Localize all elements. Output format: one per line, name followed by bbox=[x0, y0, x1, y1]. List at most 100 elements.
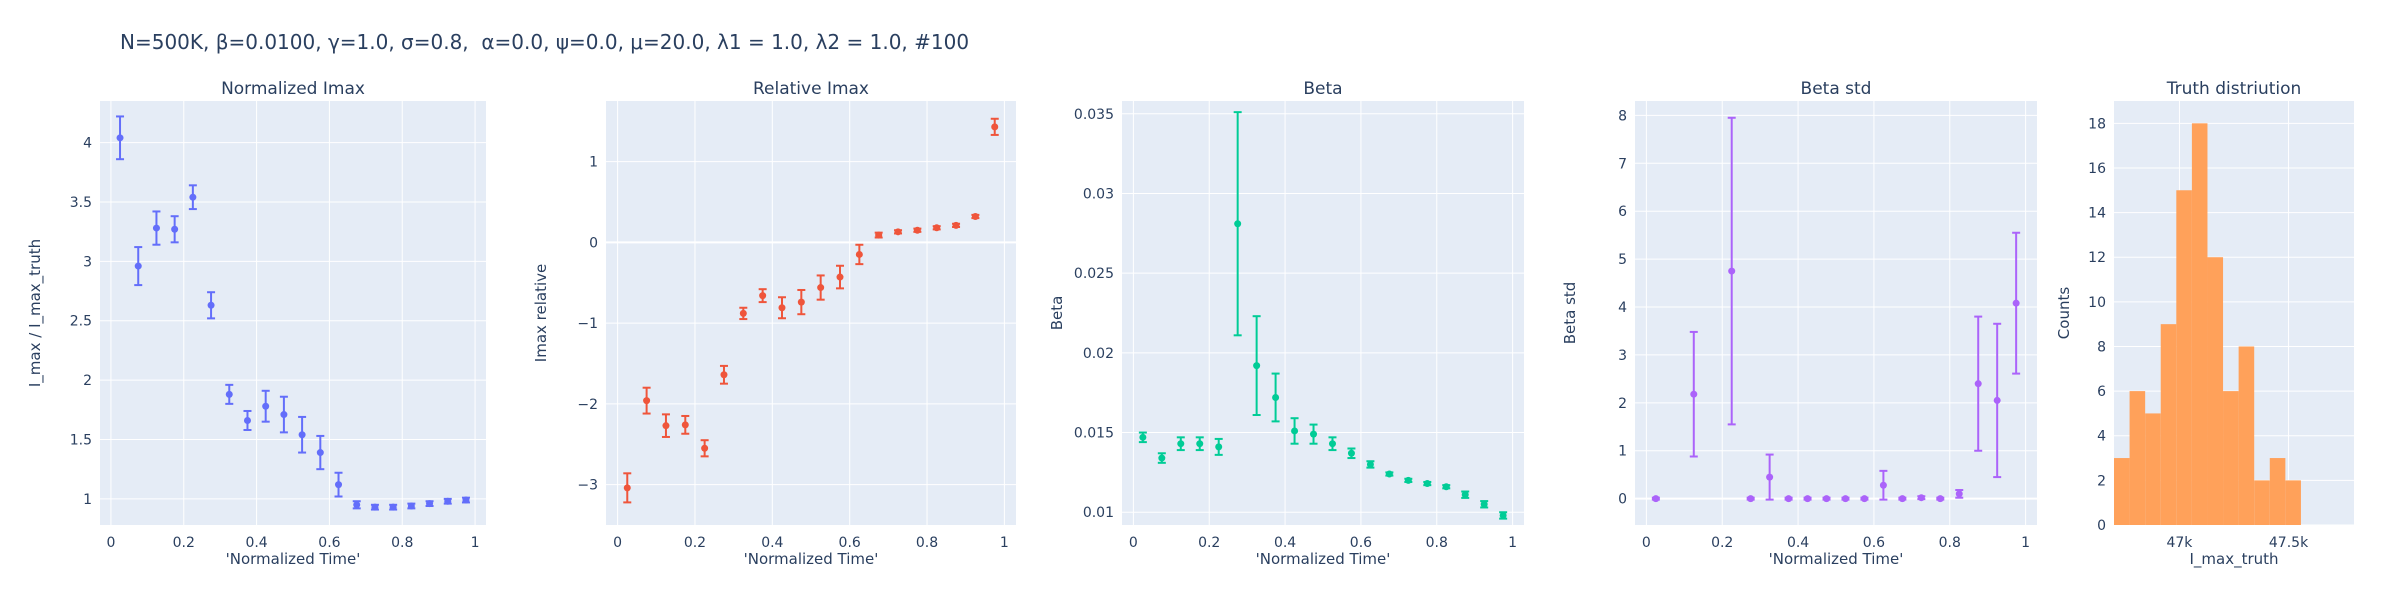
y-tick-label: −1 bbox=[577, 316, 598, 332]
y-tick-label: 3 bbox=[1618, 348, 1627, 364]
data-point bbox=[817, 284, 825, 292]
y-tick-label: 1 bbox=[1618, 444, 1627, 460]
data-point bbox=[836, 273, 844, 281]
x-axis-label: 'Normalized Time' bbox=[1769, 550, 1904, 568]
y-tick-label: 0.01 bbox=[1083, 505, 1114, 521]
data-point bbox=[1385, 470, 1393, 478]
y-tick-label: 6 bbox=[2097, 384, 2106, 400]
y-tick-label: 2.5 bbox=[70, 314, 92, 330]
subplot-title: Relative Imax bbox=[753, 79, 869, 99]
x-tick-label: 1 bbox=[1508, 535, 1517, 551]
y-tick-label: 2 bbox=[83, 373, 92, 389]
x-tick-label: 0.6 bbox=[1863, 535, 1885, 551]
chart-panel-1: 0 0.2 0.4 0.6 0.8 1 1 1.5 2 2.5 3 3.5 4 Normalized Im… bbox=[26, 79, 486, 568]
data-point bbox=[1993, 396, 2001, 404]
x-tick-label: 1 bbox=[471, 535, 480, 551]
data-point bbox=[1158, 454, 1166, 462]
x-tick-label: 1 bbox=[2021, 535, 2030, 551]
data-point bbox=[189, 193, 197, 201]
y-tick-label: 12 bbox=[2088, 250, 2106, 266]
y-tick-label: 4 bbox=[83, 136, 92, 152]
subplot-title: Normalized Imax bbox=[221, 79, 365, 99]
y-tick-label: 5 bbox=[1618, 252, 1627, 268]
y-tick-label: 2 bbox=[1618, 396, 1627, 412]
data-point bbox=[1955, 490, 1963, 498]
y-tick-label: 0.02 bbox=[1083, 346, 1114, 362]
data-point bbox=[1461, 491, 1469, 499]
data-point bbox=[371, 503, 379, 511]
data-point bbox=[1366, 460, 1374, 468]
y-tick-label: 0.015 bbox=[1074, 426, 1114, 442]
data-point bbox=[1690, 390, 1698, 398]
data-point bbox=[662, 422, 670, 430]
data-point bbox=[1328, 440, 1336, 448]
plot-background bbox=[1122, 101, 1524, 525]
y-tick-label: 0.03 bbox=[1083, 186, 1114, 202]
x-tick-label: 0.2 bbox=[1198, 535, 1220, 551]
data-point bbox=[1936, 495, 1944, 503]
y-axis-label: Beta bbox=[1048, 296, 1066, 331]
y-axis-label: I_max / I_max_truth bbox=[26, 239, 45, 387]
data-point bbox=[316, 449, 324, 457]
data-point bbox=[152, 224, 160, 232]
histogram-bar bbox=[2254, 480, 2270, 525]
plot-background bbox=[606, 101, 1016, 525]
data-point bbox=[407, 502, 415, 510]
data-point bbox=[1139, 433, 1147, 441]
data-point bbox=[1196, 440, 1204, 448]
data-point bbox=[991, 123, 999, 131]
histogram-bar bbox=[2223, 391, 2239, 525]
data-point bbox=[1291, 427, 1299, 435]
x-tick-label: 0.8 bbox=[1426, 535, 1448, 551]
data-point bbox=[426, 500, 434, 508]
data-point bbox=[759, 292, 767, 300]
x-tick-label: 0.8 bbox=[391, 535, 413, 551]
data-point bbox=[1480, 500, 1488, 508]
y-tick-label: 1 bbox=[83, 492, 92, 508]
x-axis-label: 'Normalized Time' bbox=[744, 550, 879, 568]
data-point bbox=[1347, 449, 1355, 457]
y-tick-label: 1.5 bbox=[70, 432, 92, 448]
data-point bbox=[280, 411, 288, 419]
data-point bbox=[353, 501, 361, 509]
y-tick-label: 4 bbox=[2097, 429, 2106, 445]
x-tick-label: 0.4 bbox=[245, 535, 267, 551]
data-point bbox=[681, 421, 689, 429]
x-axis-label: 'Normalized Time' bbox=[226, 550, 361, 568]
y-tick-label: 18 bbox=[2088, 116, 2106, 132]
y-tick-label: 4 bbox=[1618, 300, 1627, 316]
x-tick-label: 0 bbox=[1642, 535, 1651, 551]
data-point bbox=[262, 402, 270, 410]
x-tick-label: 0.2 bbox=[173, 535, 195, 551]
data-point bbox=[2012, 299, 2020, 307]
y-tick-label: 8 bbox=[2097, 339, 2106, 355]
data-point bbox=[1823, 495, 1831, 503]
x-tick-label: 0.2 bbox=[684, 535, 706, 551]
x-tick-label: 0 bbox=[106, 535, 115, 551]
data-point bbox=[1728, 267, 1736, 275]
y-tick-label: 8 bbox=[1618, 108, 1627, 124]
data-point bbox=[720, 371, 728, 379]
x-tick-label: 0.4 bbox=[1274, 535, 1296, 551]
data-point bbox=[1804, 495, 1812, 503]
chart-panel-5: 47k 47.5k 0 2 4 6 8 10 12 14 16 18 Truth distriution… bbox=[2055, 79, 2354, 569]
data-point bbox=[134, 262, 142, 270]
data-point bbox=[1442, 483, 1450, 491]
data-point bbox=[207, 301, 215, 309]
data-point bbox=[643, 397, 651, 405]
histogram-bar bbox=[2160, 324, 2177, 525]
x-tick-label: 0.8 bbox=[1939, 535, 1961, 551]
data-point bbox=[444, 497, 452, 505]
data-point bbox=[1785, 495, 1793, 503]
data-point bbox=[952, 221, 960, 229]
x-tick-label: 0.2 bbox=[1711, 535, 1733, 551]
x-tick-label: 0.6 bbox=[318, 535, 340, 551]
y-tick-label: 0 bbox=[2097, 518, 2106, 534]
data-point bbox=[1652, 495, 1660, 503]
data-point bbox=[1974, 380, 1982, 388]
data-point bbox=[116, 134, 124, 142]
data-point bbox=[778, 304, 786, 312]
data-point bbox=[739, 309, 747, 317]
